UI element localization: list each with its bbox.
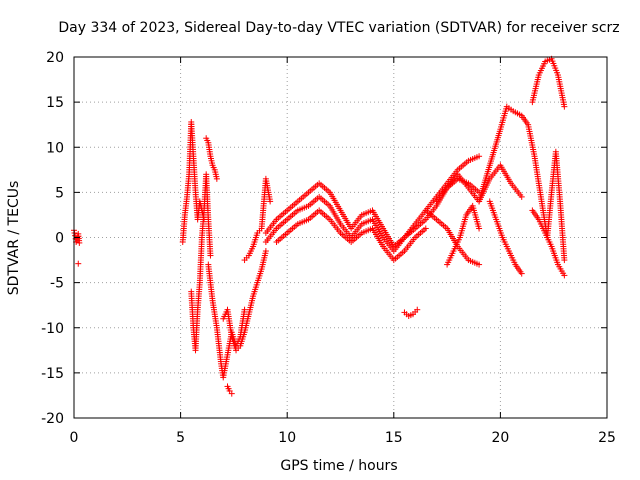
tick-labels: 0 5 10 15 20 25 -20 -15 -10 -5 0 5 10 15 20 xyxy=(41,50,616,446)
axis-ticks xyxy=(73,56,608,419)
data-point xyxy=(241,306,248,313)
data-point-interp xyxy=(71,229,78,236)
data-point xyxy=(414,306,421,313)
data-point xyxy=(561,257,568,264)
y-tick-label: -15 xyxy=(41,366,64,382)
data-point xyxy=(476,261,483,268)
x-tick-label: 0 xyxy=(70,430,79,446)
data-point xyxy=(422,225,429,232)
data-point xyxy=(476,225,483,232)
y-tick-label: -20 xyxy=(41,411,64,427)
plot-frame xyxy=(73,56,608,419)
x-axis-label: GPS time / hours xyxy=(280,458,397,474)
x-tick-label: 20 xyxy=(491,430,509,446)
data-point xyxy=(262,248,269,255)
data-point xyxy=(207,252,214,259)
x-tick-label: 25 xyxy=(598,430,616,446)
data-point xyxy=(213,175,220,182)
y-tick-label: 20 xyxy=(46,50,64,66)
data-point xyxy=(267,198,274,205)
data-point xyxy=(76,239,83,246)
x-tick-label: 5 xyxy=(176,430,185,446)
data-point xyxy=(518,270,525,277)
data-point xyxy=(228,390,235,397)
y-tick-label: -10 xyxy=(41,321,64,337)
chart-title: Day 334 of 2023, Sidereal Day-to-day VTE… xyxy=(58,20,619,36)
data-point xyxy=(561,103,568,110)
y-axis-label: SDTVAR / TECUs xyxy=(6,181,22,296)
x-tick-label: 10 xyxy=(278,430,296,446)
data-point xyxy=(561,272,568,279)
data-point xyxy=(75,260,82,267)
data-point xyxy=(518,193,525,200)
y-tick-label: 15 xyxy=(46,95,64,111)
grid xyxy=(74,57,607,418)
y-tick-label: 10 xyxy=(46,140,64,156)
y-tick-label: -5 xyxy=(50,276,64,292)
data-points xyxy=(71,55,568,397)
y-tick-label: 0 xyxy=(55,231,64,247)
x-tick-label: 15 xyxy=(385,430,403,446)
data-point xyxy=(476,153,483,160)
y-tick-label: 5 xyxy=(55,185,64,201)
